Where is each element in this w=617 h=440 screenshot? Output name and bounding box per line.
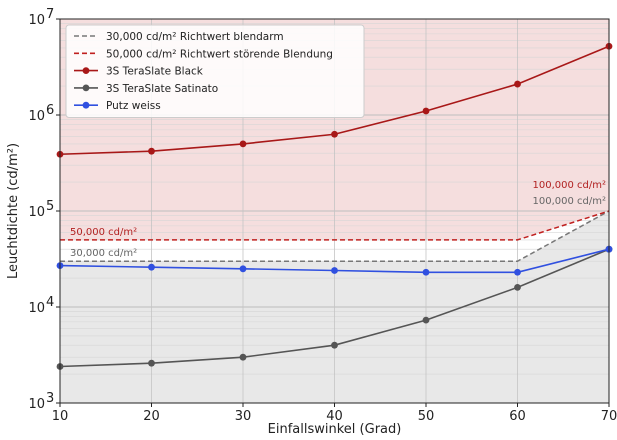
legend-swatch-marker <box>82 84 90 92</box>
y-tick-label: 10 <box>28 109 45 124</box>
legend-label: 3S TeraSlate Satinato <box>106 83 218 95</box>
x-axis-ticks: 10 20 30 40 50 60 70 <box>52 403 617 424</box>
annotation-label: 50,000 cd/m² <box>70 227 137 238</box>
x-tick-label: 60 <box>509 409 526 424</box>
y-tick-exponent: 3 <box>46 391 54 406</box>
y-tick-label: 10 <box>28 13 45 28</box>
legend-label: 30,000 cd/m² Richtwert blendarm <box>106 31 284 43</box>
legend-swatch-marker <box>82 101 90 109</box>
annotations: 50,000 cd/m² 30,000 cd/m² 100,000 cd/m² 100… <box>70 180 606 259</box>
series-4-point <box>239 353 247 361</box>
annotation-label: 30,000 cd/m² <box>70 248 137 259</box>
annotation-label: 100,000 cd/m² <box>533 180 607 191</box>
series-3-point <box>239 140 247 148</box>
x-tick-label: 20 <box>143 409 160 424</box>
x-axis-label: Einfallswinkel (Grad) <box>268 422 402 437</box>
x-tick-label: 70 <box>601 409 617 424</box>
legend-label: 50,000 cd/m² Richtwert störende Blendung <box>106 48 333 60</box>
series-3-point <box>514 80 521 88</box>
series-4-point <box>422 316 430 324</box>
series-5-point <box>331 267 338 274</box>
legend: 30,000 cd/m² Richtwert blendarm 50,000 cd… <box>65 24 365 118</box>
series-5-point <box>239 265 247 273</box>
series-5-point <box>148 263 155 271</box>
series-5-point <box>422 268 430 276</box>
series-3-point <box>148 147 155 155</box>
series-5-point <box>514 268 521 276</box>
x-tick-label: 10 <box>52 409 69 424</box>
y-tick-exponent: 4 <box>46 295 54 310</box>
series-3-point <box>331 130 338 138</box>
legend-label: 3S TeraSlate Black <box>106 66 204 78</box>
series-layer <box>56 42 613 370</box>
y-tick-exponent: 5 <box>46 199 54 214</box>
series-line-2 <box>60 210 610 241</box>
series-4-point <box>514 284 521 291</box>
legend-box <box>65 24 365 118</box>
y-tick-exponent: 7 <box>46 7 54 22</box>
series-4-point <box>148 359 155 367</box>
series-3-point <box>422 107 430 115</box>
series-4-point <box>331 341 338 349</box>
x-tick-label: 30 <box>235 409 252 424</box>
y-tick-label: 10 <box>28 205 45 220</box>
x-tick-label: 40 <box>326 409 343 424</box>
annotation-label: 100,000 cd/m² <box>533 196 607 207</box>
x-tick-label: 50 <box>418 409 435 424</box>
legend-label: Putz weiss <box>106 100 161 112</box>
y-tick-exponent: 6 <box>46 103 54 118</box>
y-tick-label: 10 <box>28 397 45 412</box>
y-axis-label: Leuchtdichte (cd/m²) <box>6 143 21 279</box>
y-tick-label: 10 <box>28 301 45 316</box>
series-line-1 <box>60 210 610 262</box>
legend-swatch-marker <box>82 67 90 74</box>
